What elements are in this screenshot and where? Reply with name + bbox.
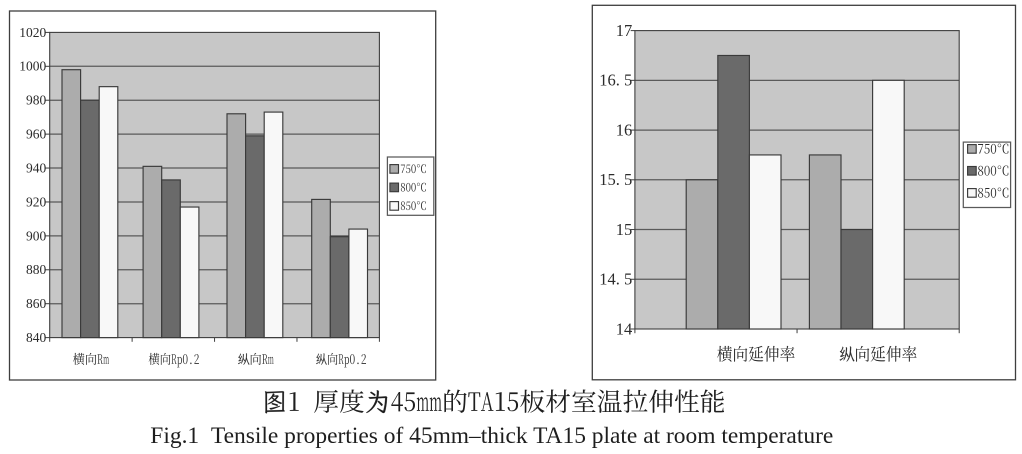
svg-text:14: 14 bbox=[616, 319, 633, 338]
svg-text:16: 16 bbox=[616, 120, 633, 139]
svg-text:840: 840 bbox=[26, 330, 47, 345]
svg-text:15. 5: 15. 5 bbox=[599, 170, 632, 189]
svg-text:900: 900 bbox=[26, 228, 47, 243]
svg-text:880: 880 bbox=[26, 262, 47, 277]
svg-text:14. 5: 14. 5 bbox=[599, 270, 632, 289]
svg-text:15: 15 bbox=[616, 220, 633, 239]
svg-text:Fig.1 Tensile properties of 4: Fig.1 Tensile properties of 45mm–thick T… bbox=[150, 423, 833, 449]
svg-text:16. 5: 16. 5 bbox=[599, 71, 632, 90]
svg-text:860: 860 bbox=[26, 296, 47, 311]
svg-text:980: 980 bbox=[26, 93, 47, 108]
svg-text:1020: 1020 bbox=[19, 25, 46, 40]
svg-text:940: 940 bbox=[26, 160, 47, 175]
svg-text:17: 17 bbox=[616, 21, 633, 40]
svg-text:1000: 1000 bbox=[19, 59, 46, 74]
svg-text:960: 960 bbox=[26, 127, 47, 142]
svg-text:920: 920 bbox=[26, 194, 47, 209]
